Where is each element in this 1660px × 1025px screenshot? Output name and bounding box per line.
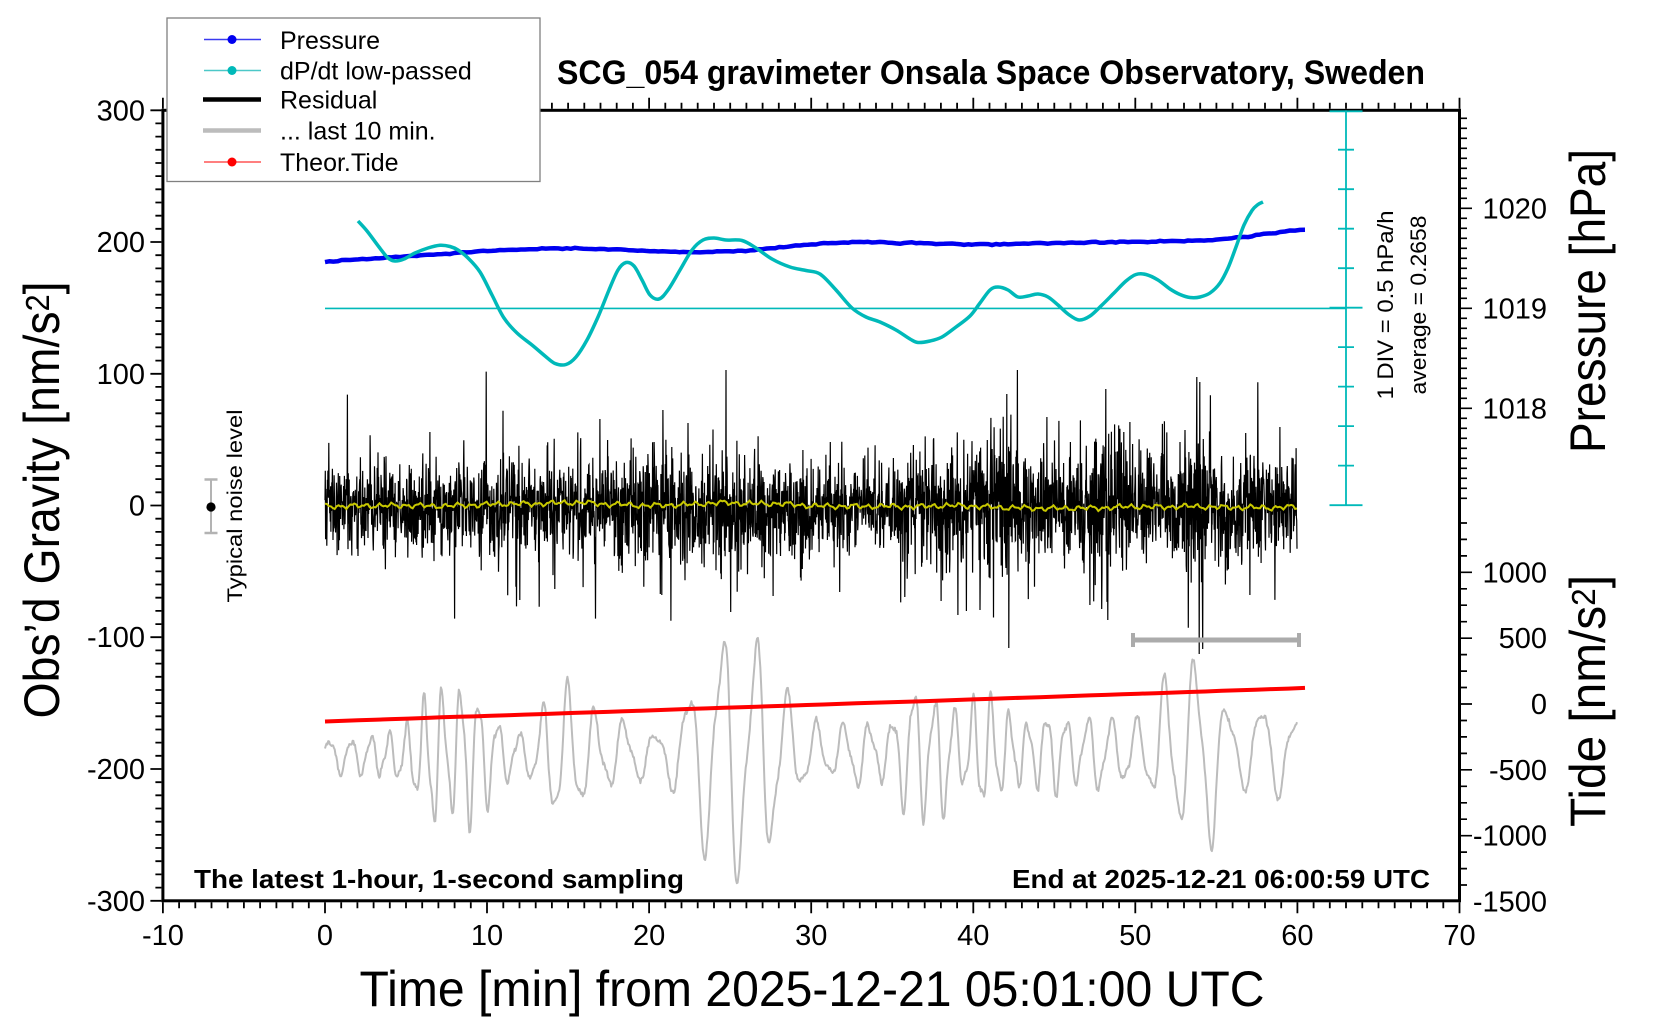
svg-text:20: 20 [633,920,665,952]
svg-text:1020: 1020 [1482,193,1547,225]
svg-text:Typical noise level: Typical noise level [224,410,247,603]
svg-text:0: 0 [317,920,333,952]
svg-text:End at 2025-12-21 06:00:59 UTC: End at 2025-12-21 06:00:59 UTC [1012,864,1430,894]
svg-text:500: 500 [1499,623,1547,655]
svg-text:1000: 1000 [1482,557,1547,589]
svg-text:30: 30 [795,920,827,952]
svg-text:100: 100 [97,359,145,391]
svg-text:dP/dt low-passed: dP/dt low-passed [280,58,472,86]
svg-text:Pressure [hPa]: Pressure [hPa] [1560,149,1616,453]
svg-text:Theor.Tide: Theor.Tide [280,149,399,177]
svg-text:300: 300 [97,95,145,127]
svg-text:... last 10 min.: ... last 10 min. [280,118,436,146]
svg-text:Time [min] from 2025-12-21 05:: Time [min] from 2025-12-21 05:01:00 UTC [360,961,1265,1017]
svg-text:Tide [nm/s2]: Tide [nm/s2] [1560,575,1616,827]
svg-text:70: 70 [1443,920,1475,952]
svg-text:1018: 1018 [1482,393,1547,425]
svg-text:-1000: -1000 [1473,821,1547,853]
svg-text:40: 40 [957,920,989,952]
svg-text:SCG_054 gravimeter Onsala Spac: SCG_054 gravimeter Onsala Space Observat… [557,54,1425,92]
svg-text:10: 10 [471,920,503,952]
svg-text:-200: -200 [87,754,145,786]
svg-text:The latest 1-hour, 1-second sa: The latest 1-hour, 1-second sampling [194,864,684,894]
svg-text:average = 0.2658: average = 0.2658 [1406,216,1431,395]
svg-text:60: 60 [1281,920,1313,952]
svg-text:1019: 1019 [1482,293,1547,325]
svg-text:0: 0 [129,491,145,523]
svg-text:0: 0 [1531,689,1547,721]
svg-text:-300: -300 [87,886,145,918]
svg-text:-10: -10 [142,920,184,952]
svg-text:Residual: Residual [280,87,377,115]
svg-text:-500: -500 [1489,755,1547,787]
svg-text:Obs’d Gravity [nm/s2]: Obs’d Gravity [nm/s2] [14,282,70,719]
svg-text:200: 200 [97,227,145,259]
svg-text:Pressure: Pressure [280,27,380,55]
svg-text:50: 50 [1119,920,1151,952]
svg-text:-100: -100 [87,622,145,654]
svg-text:1 DIV = 0.5 hPa/h: 1 DIV = 0.5 hPa/h [1373,211,1398,400]
svg-text:-1500: -1500 [1473,887,1547,919]
